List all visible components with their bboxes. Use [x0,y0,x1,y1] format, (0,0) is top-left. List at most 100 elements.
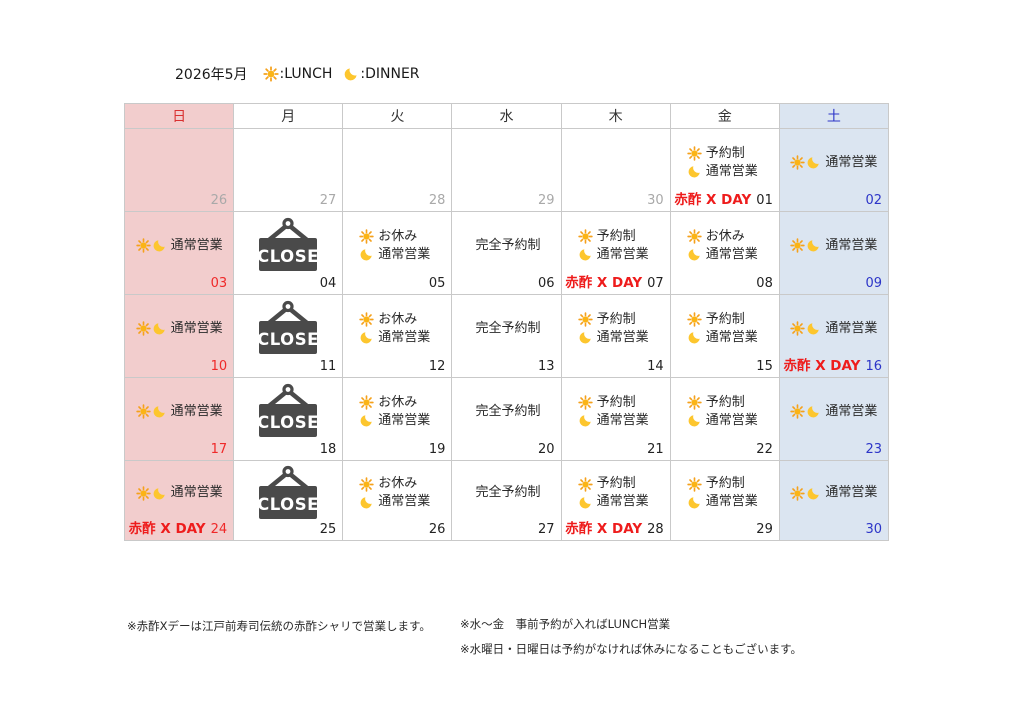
schedule-line: 通常営業 [687,329,758,347]
calendar-cell-08: お休み 通常営業 08 [670,212,780,295]
date-number: 23 [865,442,882,457]
close-sign: CLOSE [257,217,319,271]
cell-content: 予約制 通常営業 [677,132,773,193]
close-sign-label: CLOSE [257,495,319,514]
sun-icon [359,476,374,492]
cell-bottom-row: 29 [677,522,773,537]
cell-bottom-row: 25 [240,522,337,537]
cell-content: 通常営業 [786,215,882,276]
close-sign-label: CLOSE [257,330,319,349]
calendar-cell-05: お休み 通常営業 05 [343,212,453,295]
akasu-x-day-label: 赤酢 X DAY [674,192,752,208]
cell-content: 通常営業 [786,464,882,522]
sun-icon [790,155,806,170]
calendar-cell-20: 完全予約制 20 [452,378,562,461]
weekday-header-thursday: 木 [561,104,671,129]
date-number: 17 [210,442,228,457]
schedule-line: 通常営業 [578,329,649,347]
sun-icon [790,404,806,419]
date-number: 02 [865,193,882,208]
cell-content: 完全予約制 [458,464,554,522]
schedule-line: 予約制 [687,475,745,493]
schedule-text: 通常営業 [170,403,223,419]
schedule-text: 通常営業 [378,246,431,262]
date-number: 26 [428,522,446,537]
schedule-line: 通常営業 [359,329,430,347]
weekday-header-row: 日 月 火 水 木 金 土 [125,104,889,129]
calendar-cell-19: お休み 通常営業 19 [343,378,453,461]
calendar-cell-30: 通常営業 30 [779,461,889,541]
cell-bottom-row: 赤酢 X DAY 07 [565,276,664,292]
schedule-line: 通常営業 [790,403,877,421]
schedule-line: 通常営業 [359,412,430,430]
sun-icon [790,321,806,336]
cell-content [568,132,664,193]
weekday-header-tuesday: 火 [343,104,453,129]
schedule-text: 通常営業 [825,237,878,253]
cell-content: CLOSE [240,381,336,442]
schedule-line: 通常営業 [135,484,223,502]
moon-icon [807,157,820,169]
moon-icon [579,249,591,261]
schedule-line: お休み [359,394,417,412]
close-sign: CLOSE [257,465,319,519]
moon-icon [360,496,373,508]
calendar-cell-22: 予約制 通常営業 22 [670,378,780,461]
sun-icon [135,238,151,253]
cell-content: お休み 通常営業 [677,215,773,276]
month-title: 2026年5月 [175,67,248,83]
date-number: 30 [647,193,664,208]
sun-icon [687,395,702,410]
cell-bottom-row: 11 [240,359,337,374]
weekday-header-saturday: 土 [779,104,889,129]
schedule-text: 予約制 [705,394,745,410]
schedule-text: 通常営業 [825,154,878,170]
schedule-line: 通常営業 [359,246,430,264]
sun-icon [577,476,593,492]
moon-icon [153,406,165,418]
calendar-cell-18: CLOSE 18 [234,378,344,461]
cell-content [240,132,336,193]
schedule-line: 通常営業 [790,154,877,172]
moon-icon [688,166,700,178]
schedule-line: お休み [359,311,417,329]
schedule-line: 予約制 [687,145,745,163]
weekday-header-monday: 月 [234,104,344,129]
close-sign-hanger-ring [282,217,294,230]
notes-right: ※水～金 事前予約が入ればLUNCH営業 ※水曜日・日曜日は予約がなければ休みに… [460,616,802,657]
schedule-line: 完全予約制 [472,484,540,502]
schedule-text: 通常営業 [378,329,431,345]
cell-content: 通常営業 [786,132,882,193]
cell-bottom-row: 29 [458,193,555,208]
schedule-text: 通常営業 [378,494,431,509]
date-number: 27 [319,193,337,208]
schedule-line: 通常営業 [687,493,758,511]
cell-bottom-row: 27 [240,193,337,208]
note-holiday: ※水曜日・日曜日は予約がなければ休みになることもございます。 [460,642,802,656]
schedule-text: 通常営業 [170,237,223,253]
calendar-cell-04: CLOSE 04 [234,212,344,295]
calendar-week-row-3: 通常営業 10 CLOSE 11 お休み 通常営業 12 完全予約制 13 予約制 通常営業 14 予約… [125,295,889,378]
date-number: 22 [756,442,773,457]
date-number: 28 [428,193,446,208]
schedule-text: 完全予約制 [475,403,541,419]
calendar-cell-01: 予約制 通常営業 赤酢 X DAY 01 [670,129,780,212]
weekday-header-friday: 金 [670,104,780,129]
moon-icon [153,240,165,252]
calendar-cell-14: 予約制 通常営業 14 [561,295,671,378]
moon-icon [688,496,700,508]
calendar-cell-06: 完全予約制 06 [452,212,562,295]
sun-icon [687,146,702,161]
calendar-week-row-2: 通常営業 03 CLOSE 04 お休み 通常営業 05 完全予約制 06 予約制 通常営業 赤酢 X… [125,212,889,295]
moon-icon [688,249,700,261]
date-number: 10 [210,359,228,374]
cell-bottom-row: 09 [786,276,882,291]
schedule-line: 予約制 [577,394,636,412]
date-number: 24 [210,522,228,537]
calendar-cell-26: お休み 通常営業 26 [343,461,453,541]
cell-content [349,132,445,193]
calendar-title: 2026年5月 :LUNCH :DINNER [175,64,420,84]
schedule-line: 予約制 [687,311,745,329]
schedule-text: 通常営業 [170,485,223,500]
akasu-x-day-label: 赤酢 X DAY [128,521,206,537]
